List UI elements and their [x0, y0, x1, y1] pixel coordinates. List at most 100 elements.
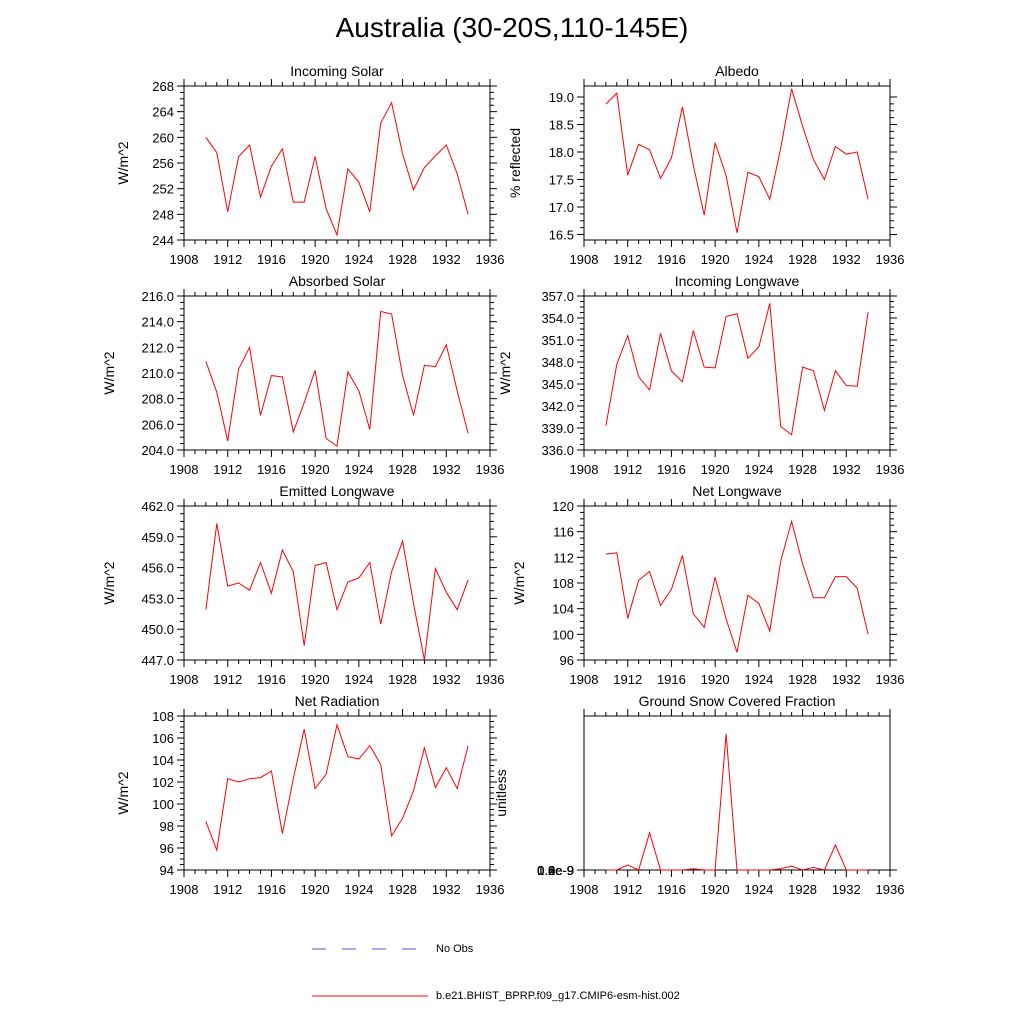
y-tick-label: 214.0 — [141, 315, 174, 330]
y-axis-label: % reflected — [507, 128, 523, 198]
data-point — [682, 106, 683, 107]
data-point — [857, 151, 858, 152]
data-point — [627, 175, 628, 176]
data-point — [424, 167, 425, 168]
plot-frame — [183, 85, 491, 241]
series-line — [605, 88, 869, 233]
series-line — [205, 101, 469, 237]
data-point — [216, 523, 217, 524]
data-point — [704, 869, 705, 870]
data-point — [693, 613, 694, 614]
legend-label-no-obs: No Obs — [436, 943, 474, 955]
data-point — [835, 370, 836, 371]
y-axis-label: W/m^2 — [115, 771, 131, 814]
y-axis-label: W/m^2 — [511, 561, 527, 604]
data-point — [293, 571, 294, 572]
data-point — [216, 850, 217, 851]
data-point — [649, 149, 650, 150]
x-tick-label: 1932 — [432, 252, 461, 267]
series-line — [605, 733, 869, 871]
data-point — [802, 869, 803, 870]
data-point — [468, 579, 469, 580]
y-tick-label: 1.0e-9 — [537, 863, 574, 878]
data-point — [660, 178, 661, 179]
data-point — [638, 580, 639, 581]
y-axis-label: unitless — [493, 769, 509, 816]
data-point — [682, 555, 683, 556]
x-tick-label: 1924 — [744, 252, 773, 267]
data-point — [605, 425, 606, 426]
x-tick-label: 1912 — [613, 882, 642, 897]
data-point — [802, 563, 803, 564]
data-point — [813, 159, 814, 160]
data-point — [435, 568, 436, 569]
data-point — [758, 346, 759, 347]
data-point — [868, 634, 869, 635]
data-point — [747, 595, 748, 596]
data-point — [315, 788, 316, 789]
data-point — [260, 415, 261, 416]
data-point — [271, 593, 272, 594]
y-tick-label: 354.0 — [541, 311, 574, 326]
data-point — [304, 645, 305, 646]
data-point — [358, 390, 359, 391]
data-point — [304, 402, 305, 403]
x-tick-label: 1916 — [257, 252, 286, 267]
data-point — [791, 866, 792, 867]
x-tick-label: 1908 — [570, 882, 599, 897]
data-point — [446, 144, 447, 145]
data-point — [868, 869, 869, 870]
data-point — [304, 202, 305, 203]
data-point — [391, 835, 392, 836]
data-point — [205, 609, 206, 610]
y-axis-label: W/m^2 — [101, 351, 117, 394]
y-tick-label: 0.0e-9 — [537, 863, 574, 878]
data-point — [205, 821, 206, 822]
y-tick-label: 453.0 — [141, 591, 174, 606]
data-point — [293, 431, 294, 432]
data-point — [769, 303, 770, 304]
data-point — [380, 311, 381, 312]
data-point — [868, 199, 869, 200]
x-tick-label: 1924 — [344, 252, 373, 267]
data-point — [216, 392, 217, 393]
data-point — [780, 561, 781, 562]
data-point — [824, 179, 825, 180]
data-point — [446, 767, 447, 768]
x-tick-label: 1908 — [570, 462, 599, 477]
data-point — [835, 844, 836, 845]
y-tick-label: 0.6e-9 — [537, 863, 574, 878]
y-tick-label: 248 — [152, 207, 174, 222]
y-tick-label: 459.0 — [141, 530, 174, 545]
y-tick-label: 17.0 — [549, 200, 574, 215]
x-tick-label: 1932 — [432, 672, 461, 687]
data-point — [638, 144, 639, 145]
x-tick-label: 1932 — [432, 882, 461, 897]
y-tick-label: 450.0 — [141, 622, 174, 637]
data-point — [347, 371, 348, 372]
data-point — [435, 787, 436, 788]
data-point — [238, 781, 239, 782]
x-tick-label: 1932 — [832, 882, 861, 897]
panel-5: Net Longwave W/m^2 1908 1912 1916 1920 1924 192… — [511, 483, 904, 687]
data-point — [704, 627, 705, 628]
panel-2: Absorbed Solar W/m^2 1908 1912 1916 1920 1924 1… — [101, 273, 504, 477]
x-tick-label: 1916 — [657, 672, 686, 687]
data-point — [413, 415, 414, 416]
x-tick-label: 1920 — [301, 252, 330, 267]
y-tick-label: 345.0 — [541, 377, 574, 392]
x-tick-label: 1920 — [301, 672, 330, 687]
y-tick-label: 0.8e-9 — [537, 863, 574, 878]
data-point — [260, 196, 261, 197]
data-point — [715, 869, 716, 870]
panel-title: Incoming Solar — [290, 63, 384, 79]
data-point — [846, 154, 847, 155]
data-point — [205, 137, 206, 138]
data-point — [216, 152, 217, 153]
x-tick-label: 1936 — [476, 882, 505, 897]
x-tick-label: 1912 — [613, 252, 642, 267]
data-point — [605, 554, 606, 555]
y-tick-label: 260 — [152, 130, 174, 145]
data-point — [402, 540, 403, 541]
